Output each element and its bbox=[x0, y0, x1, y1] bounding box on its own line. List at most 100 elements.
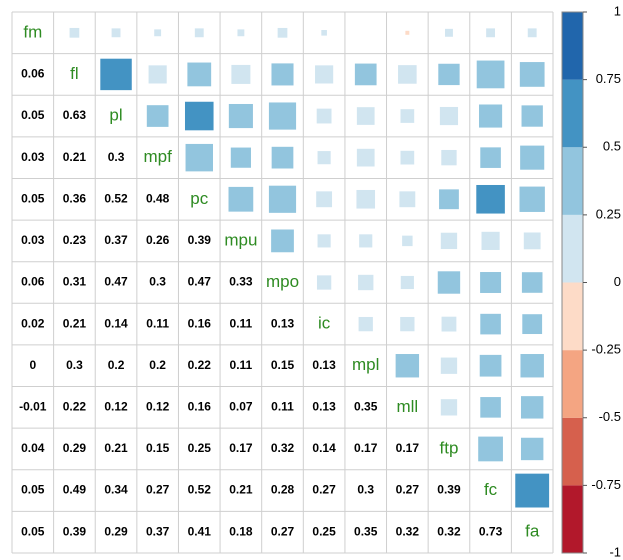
variable-label: ftp bbox=[440, 438, 459, 457]
correlation-value: 0.06 bbox=[21, 67, 45, 81]
variable-label: mpf bbox=[143, 147, 172, 166]
colorbar-band bbox=[562, 350, 583, 418]
correlation-value: 0.26 bbox=[146, 233, 170, 247]
correlation-value: 0.02 bbox=[21, 316, 45, 330]
variable-label: ic bbox=[318, 314, 331, 333]
correlation-value: 0.12 bbox=[104, 400, 128, 414]
colorbar-tick-label: 1 bbox=[614, 3, 621, 18]
correlation-square bbox=[316, 275, 332, 290]
correlation-value: 0.49 bbox=[63, 483, 87, 497]
correlation-square bbox=[522, 314, 543, 335]
correlation-square bbox=[480, 313, 501, 335]
correlation-square bbox=[520, 354, 544, 378]
correlation-square bbox=[480, 272, 502, 293]
colorbar-tick-label: -0.75 bbox=[591, 477, 621, 492]
correlation-value: 0.3 bbox=[66, 358, 83, 372]
correlation-square bbox=[268, 102, 297, 130]
variable-label: mpu bbox=[224, 230, 257, 249]
correlation-square bbox=[111, 28, 121, 38]
correlation-square bbox=[515, 473, 550, 508]
correlation-value: 0.16 bbox=[188, 400, 212, 414]
correlation-square bbox=[271, 229, 294, 253]
variable-label: fa bbox=[525, 522, 540, 541]
correlation-square bbox=[194, 28, 204, 38]
correlation-square bbox=[399, 191, 416, 208]
correlation-square bbox=[523, 232, 541, 250]
correlation-value: 0 bbox=[29, 358, 36, 372]
correlation-square bbox=[520, 396, 544, 419]
correlation-value: 0.12 bbox=[146, 400, 170, 414]
correlation-value: 0.11 bbox=[146, 316, 169, 330]
correlation-square bbox=[316, 108, 332, 124]
correlation-square bbox=[400, 150, 415, 165]
correlation-value: 0.23 bbox=[63, 233, 87, 247]
correlation-value: 0.15 bbox=[271, 358, 295, 372]
correlation-square bbox=[187, 62, 212, 87]
correlation-value: 0.21 bbox=[229, 483, 253, 497]
variable-label: fl bbox=[70, 64, 79, 83]
variable-label: mll bbox=[396, 397, 418, 416]
correlation-value: 0.52 bbox=[188, 483, 212, 497]
correlation-square bbox=[231, 64, 251, 84]
correlation-square bbox=[519, 62, 545, 87]
correlation-value: 0.05 bbox=[21, 524, 45, 538]
correlation-value: 0.05 bbox=[21, 191, 45, 205]
correlation-square bbox=[527, 28, 537, 38]
correlation-square bbox=[317, 234, 331, 248]
correlation-square bbox=[398, 65, 417, 84]
correlation-square bbox=[277, 27, 288, 38]
correlation-square bbox=[228, 103, 253, 129]
correlation-value: 0.04 bbox=[21, 441, 45, 455]
correlation-value: 0.33 bbox=[229, 275, 253, 289]
correlation-value: 0.52 bbox=[104, 191, 128, 205]
correlation-value: 0.3 bbox=[149, 275, 166, 289]
correlation-square bbox=[230, 147, 251, 168]
correlation-value: 0.32 bbox=[271, 441, 295, 455]
colorbar-tick-label: -0.5 bbox=[599, 409, 621, 424]
correlation-value: 0.47 bbox=[188, 275, 212, 289]
variable-label: mpl bbox=[352, 355, 379, 374]
colorbar-band bbox=[562, 79, 583, 148]
correlation-square bbox=[478, 436, 503, 462]
correlation-square bbox=[481, 231, 500, 250]
correlation-square bbox=[154, 29, 162, 37]
correlation-value: 0.63 bbox=[63, 108, 87, 122]
correlation-value: 0.16 bbox=[188, 316, 212, 330]
colorbar-band bbox=[562, 485, 583, 553]
correlation-value: 0.05 bbox=[21, 483, 45, 497]
correlation-square bbox=[486, 28, 496, 38]
colorbar-tick-label: -1 bbox=[609, 544, 621, 559]
correlation-value: 0.05 bbox=[21, 108, 45, 122]
correlation-square bbox=[321, 30, 327, 36]
correlation-value: 0.39 bbox=[188, 233, 212, 247]
colorbar-tick-label: 0.25 bbox=[596, 206, 621, 221]
correlation-value: 0.39 bbox=[437, 483, 461, 497]
correlation-value: 0.13 bbox=[312, 358, 336, 372]
correlation-value: 0.31 bbox=[63, 275, 87, 289]
correlation-square bbox=[440, 399, 458, 416]
variable-label: mpo bbox=[266, 272, 299, 291]
colorbar-tick-label: 0.75 bbox=[596, 71, 621, 86]
correlation-square bbox=[479, 354, 502, 377]
correlation-value: 0.27 bbox=[312, 483, 336, 497]
variable-label: fm bbox=[23, 22, 42, 41]
correlation-value: 0.25 bbox=[312, 524, 336, 538]
correlation-value: 0.17 bbox=[396, 441, 420, 455]
correlation-value: 0.2 bbox=[149, 358, 166, 372]
correlation-value: 0.22 bbox=[63, 400, 87, 414]
correlation-value: 0.27 bbox=[271, 524, 295, 538]
correlation-value: 0.11 bbox=[230, 316, 253, 330]
correlation-square bbox=[356, 189, 376, 209]
colorbar-band bbox=[562, 417, 583, 486]
correlation-square bbox=[438, 63, 460, 86]
colorbar-band bbox=[562, 147, 583, 215]
correlation-square bbox=[480, 147, 501, 168]
correlation-square bbox=[400, 275, 414, 290]
correlation-value: 0.18 bbox=[229, 524, 253, 538]
correlation-square bbox=[358, 274, 374, 291]
correlation-value: 0.03 bbox=[21, 150, 45, 164]
correlation-value: 0.03 bbox=[21, 233, 45, 247]
correlation-value: 0.36 bbox=[63, 191, 87, 205]
correlation-square bbox=[316, 191, 333, 208]
correlation-value: 0.13 bbox=[271, 316, 295, 330]
